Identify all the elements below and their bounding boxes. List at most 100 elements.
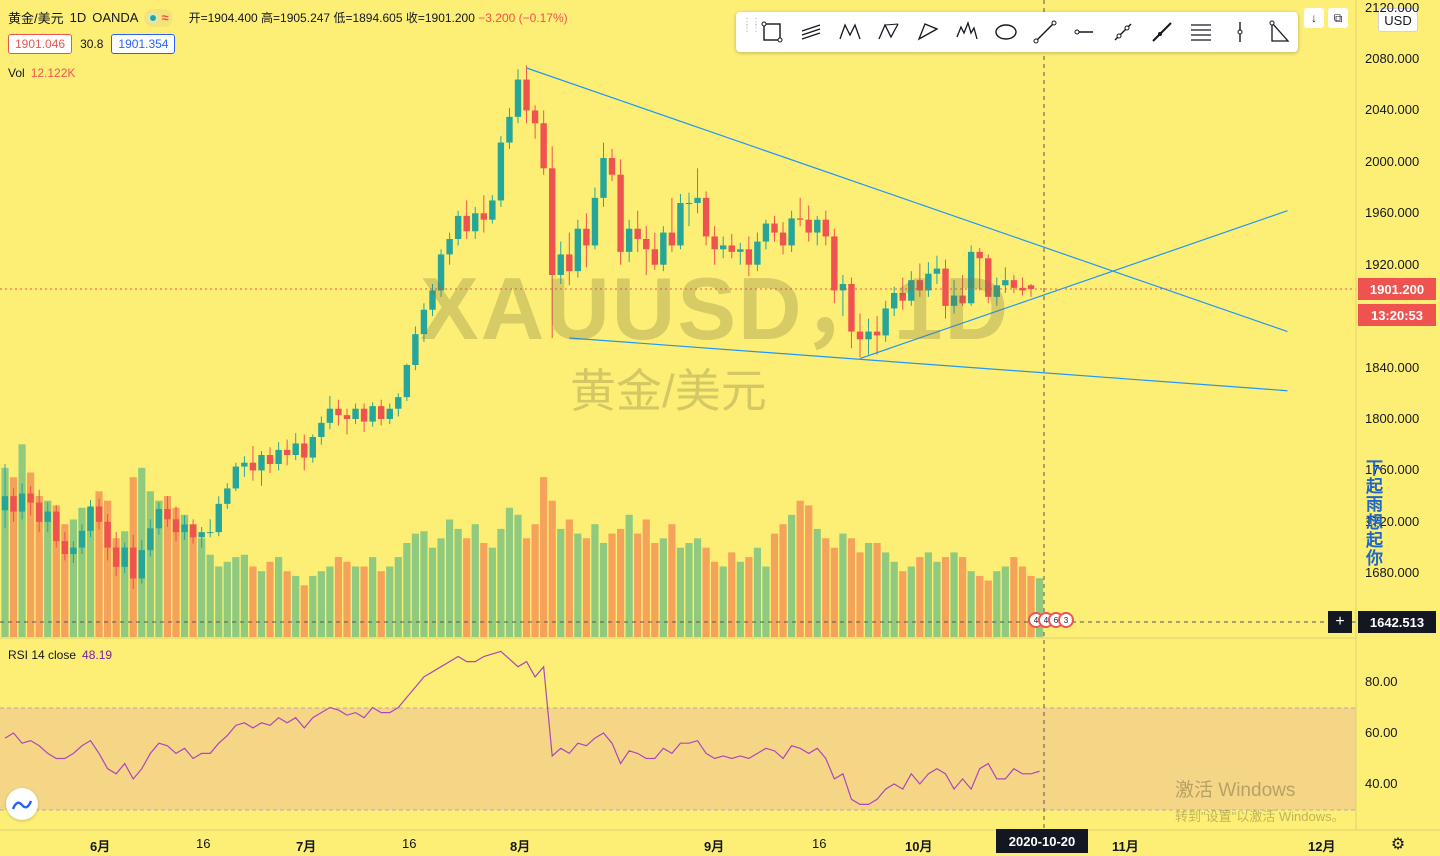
- rsi-axis-label: 80.00: [1365, 674, 1398, 689]
- candle: [335, 399, 342, 426]
- tradingview-logo-icon[interactable]: [6, 788, 38, 820]
- event-badge[interactable]: 3: [1058, 612, 1074, 628]
- horizontal-ray-icon[interactable]: [1064, 12, 1103, 52]
- collapse-icon[interactable]: ↓: [1304, 8, 1324, 28]
- candle: [87, 500, 94, 538]
- candle: [506, 107, 513, 149]
- time-axis-label: 16: [402, 836, 417, 851]
- elliott-wave-icon[interactable]: [947, 12, 986, 52]
- ask-price[interactable]: 1901.354: [111, 34, 176, 54]
- volume-bar: [52, 505, 60, 637]
- status-badge[interactable]: ≈: [144, 8, 173, 27]
- abcd-pattern-icon[interactable]: [869, 12, 908, 52]
- candle: [352, 403, 359, 425]
- currency-selector[interactable]: USD: [1378, 8, 1418, 32]
- candle: [463, 200, 470, 239]
- volume-legend[interactable]: Vol 12.122K: [8, 66, 75, 80]
- volume-bar: [719, 566, 727, 637]
- volume-label: Vol: [8, 66, 25, 80]
- candle: [44, 502, 51, 533]
- volume-bar: [522, 538, 531, 637]
- drag-handle-icon[interactable]: ⋮⋮ ⋮⋮: [742, 17, 761, 34]
- symbol-legend[interactable]: 黄金/美元 1D OANDA ≈ 开=1904.400 高=1905.247 低…: [8, 8, 568, 27]
- candle: [18, 483, 26, 520]
- volume-bar: [847, 538, 856, 637]
- volume-bar: [198, 538, 206, 637]
- bid-price[interactable]: 1901.046: [8, 34, 73, 54]
- rsi-band: [0, 708, 1356, 810]
- trendline-upper-descending[interactable]: [526, 67, 1288, 333]
- volume-bar: [1027, 575, 1035, 637]
- rsi-legend[interactable]: RSI 14 close 48.19: [8, 648, 112, 662]
- extended-line-icon[interactable]: [1142, 12, 1181, 52]
- volume-bar: [480, 543, 488, 637]
- candle: [993, 277, 1000, 306]
- add-alert-icon[interactable]: +: [1328, 611, 1352, 633]
- fib-retracement-icon[interactable]: [1181, 12, 1220, 52]
- candle: [318, 416, 325, 445]
- volume-bar: [69, 519, 77, 637]
- volume-bar: [514, 514, 522, 637]
- xabcd-pattern-icon[interactable]: [830, 12, 869, 52]
- volume-bar: [351, 566, 360, 637]
- volume-bar: [35, 496, 43, 637]
- interval[interactable]: 1D: [69, 10, 87, 25]
- symbol-name[interactable]: 黄金/美元: [8, 11, 64, 26]
- volume-bar: [257, 571, 266, 637]
- candle: [985, 254, 992, 304]
- volume-bar: [788, 514, 796, 637]
- candle: [933, 255, 941, 284]
- candle: [360, 403, 368, 432]
- rectangle-pattern-icon[interactable]: [752, 12, 791, 52]
- rsi-axis-label: 40.00: [1365, 776, 1398, 791]
- parallel-channel-icon[interactable]: [791, 12, 830, 52]
- candle: [1027, 284, 1035, 297]
- candle: [779, 222, 787, 255]
- candle: [967, 245, 975, 306]
- volume-bar: [591, 524, 599, 637]
- candle: [720, 236, 727, 259]
- candle: [61, 532, 69, 561]
- volume-bar: [292, 575, 300, 637]
- volume-bar: [1, 467, 9, 637]
- fullscreen-icon[interactable]: ⧉: [1328, 8, 1348, 28]
- candle: [1, 464, 9, 529]
- volume-bar: [266, 561, 274, 637]
- volume-bar: [240, 554, 248, 637]
- gear-icon[interactable]: ⚙: [1390, 836, 1406, 853]
- volume-bar: [984, 580, 992, 637]
- volume-bar: [941, 557, 950, 637]
- candle: [685, 192, 693, 227]
- volume-bar: [44, 500, 52, 637]
- trendlines[interactable]: [526, 67, 1288, 392]
- countdown-tag: 13:20:53: [1358, 304, 1436, 326]
- volume-bar: [394, 557, 402, 637]
- candle: [172, 506, 180, 542]
- volume-bar: [548, 500, 556, 637]
- ellipse-icon[interactable]: [986, 12, 1025, 52]
- candle: [873, 316, 881, 355]
- volume-bar: [728, 552, 736, 637]
- volume-bar: [146, 491, 154, 637]
- trendline-rising-support[interactable]: [859, 210, 1288, 360]
- volume-bar: [736, 561, 744, 637]
- vertical-line-icon[interactable]: [1220, 12, 1259, 52]
- triangle-tool-icon[interactable]: [1259, 12, 1298, 52]
- candle: [643, 226, 650, 275]
- candle: [702, 191, 710, 246]
- candle: [737, 242, 744, 265]
- trend-line-icon[interactable]: [1025, 12, 1064, 52]
- info-line-icon[interactable]: [1103, 12, 1142, 52]
- volume-bar: [86, 507, 95, 637]
- trendline-lower-descending[interactable]: [569, 337, 1288, 392]
- volume-bar: [856, 552, 864, 637]
- volume-bar: [753, 547, 761, 637]
- candle: [856, 313, 864, 358]
- volume-bar: [112, 538, 120, 637]
- triangle-pattern-icon[interactable]: [908, 12, 947, 52]
- candle: [70, 541, 77, 563]
- volume-bar: [617, 528, 625, 637]
- price-axis-label: 1920.000: [1365, 256, 1420, 272]
